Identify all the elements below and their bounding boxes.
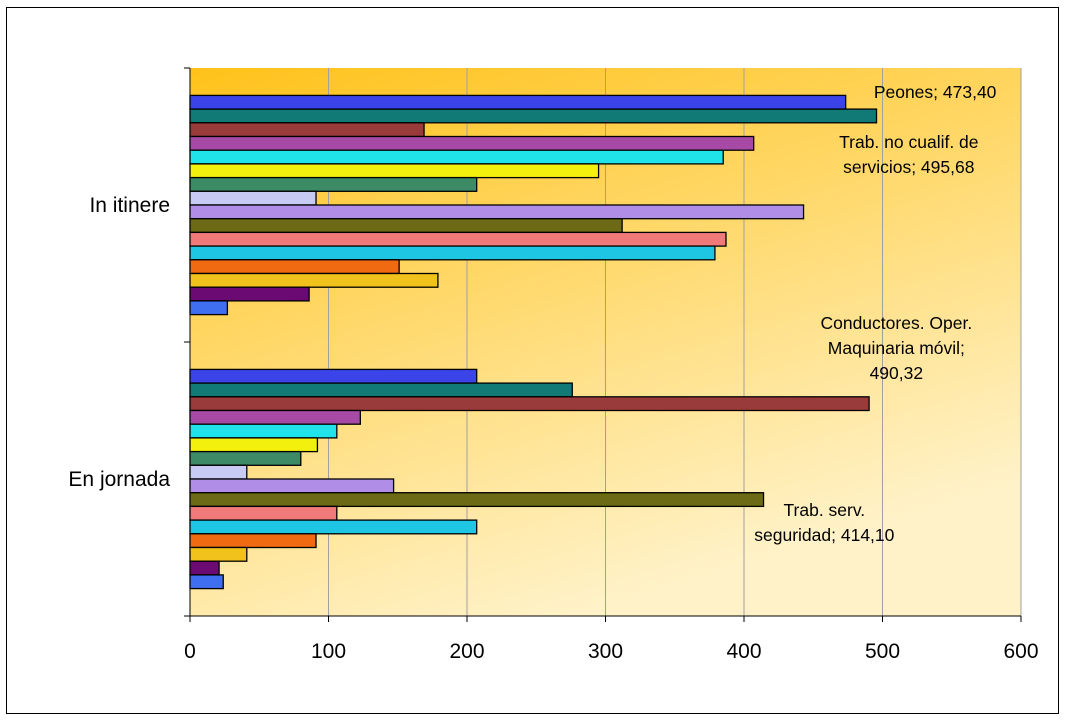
labels: 0 100 200 300 400 500 600 In itinere En jornada P… bbox=[68, 82, 1038, 663]
bar bbox=[189, 450, 302, 466]
bar bbox=[189, 574, 224, 590]
bar bbox=[189, 546, 248, 562]
bar bbox=[189, 409, 362, 425]
data-label-line: Maquinaria móvil; bbox=[828, 338, 965, 358]
bar bbox=[189, 259, 400, 275]
bar bbox=[189, 478, 395, 494]
data-label-line: Peones; 473,40 bbox=[874, 82, 997, 102]
x-tick-label: 400 bbox=[726, 640, 761, 663]
bar bbox=[189, 108, 878, 124]
bar bbox=[189, 135, 755, 151]
chart-frame: 0 100 200 300 400 500 600 In itinere En jornada P… bbox=[6, 7, 1059, 714]
axes bbox=[184, 67, 1022, 622]
bar bbox=[189, 300, 229, 316]
bar bbox=[189, 533, 317, 549]
data-label-line: Conductores. Oper. bbox=[820, 313, 972, 333]
bar bbox=[189, 396, 870, 412]
x-tick-label: 100 bbox=[311, 640, 346, 663]
bar bbox=[189, 204, 805, 220]
data-label: Peones; 473,40 bbox=[874, 82, 997, 102]
data-label: Trab. serv. seguridad; 414,10 bbox=[754, 500, 894, 545]
bar bbox=[189, 149, 724, 165]
bar bbox=[189, 122, 425, 138]
bar bbox=[189, 519, 478, 535]
bar bbox=[189, 245, 716, 261]
bar bbox=[189, 286, 310, 302]
bar bbox=[189, 231, 727, 247]
data-label-line: servicios; 495,68 bbox=[843, 157, 974, 177]
x-tick-label: 500 bbox=[865, 640, 900, 663]
bar bbox=[189, 505, 338, 521]
bar bbox=[189, 218, 623, 234]
data-label-line: seguridad; 414,10 bbox=[754, 525, 894, 545]
data-label: Trab. no cualif. de servicios; 495,68 bbox=[839, 132, 978, 177]
data-label-line: 490,32 bbox=[870, 363, 924, 383]
bar bbox=[189, 176, 478, 192]
bar bbox=[189, 190, 317, 206]
bar bbox=[189, 560, 220, 576]
data-label: Conductores. Oper. Maquinaria móvil; 490,3… bbox=[820, 313, 972, 383]
data-label-line: Trab. no cualif. de bbox=[839, 132, 978, 152]
bar bbox=[189, 368, 478, 384]
bar bbox=[189, 464, 248, 480]
data-label-line: Trab. serv. bbox=[783, 500, 865, 520]
y-category-label: En jornada bbox=[68, 468, 170, 491]
bar bbox=[189, 272, 439, 288]
bar bbox=[189, 163, 600, 179]
bar bbox=[189, 382, 573, 398]
x-tick-label: 300 bbox=[588, 640, 623, 663]
bar bbox=[189, 423, 338, 439]
y-category-label: In itinere bbox=[89, 194, 170, 217]
bar bbox=[189, 492, 765, 508]
x-tick-label: 200 bbox=[449, 640, 484, 663]
x-tick-label: 0 bbox=[184, 640, 196, 663]
bar bbox=[189, 94, 847, 110]
bar bbox=[189, 437, 319, 453]
bar-chart: 0 100 200 300 400 500 600 In itinere En jornada P… bbox=[68, 67, 1039, 663]
x-tick-label: 600 bbox=[1003, 640, 1038, 663]
